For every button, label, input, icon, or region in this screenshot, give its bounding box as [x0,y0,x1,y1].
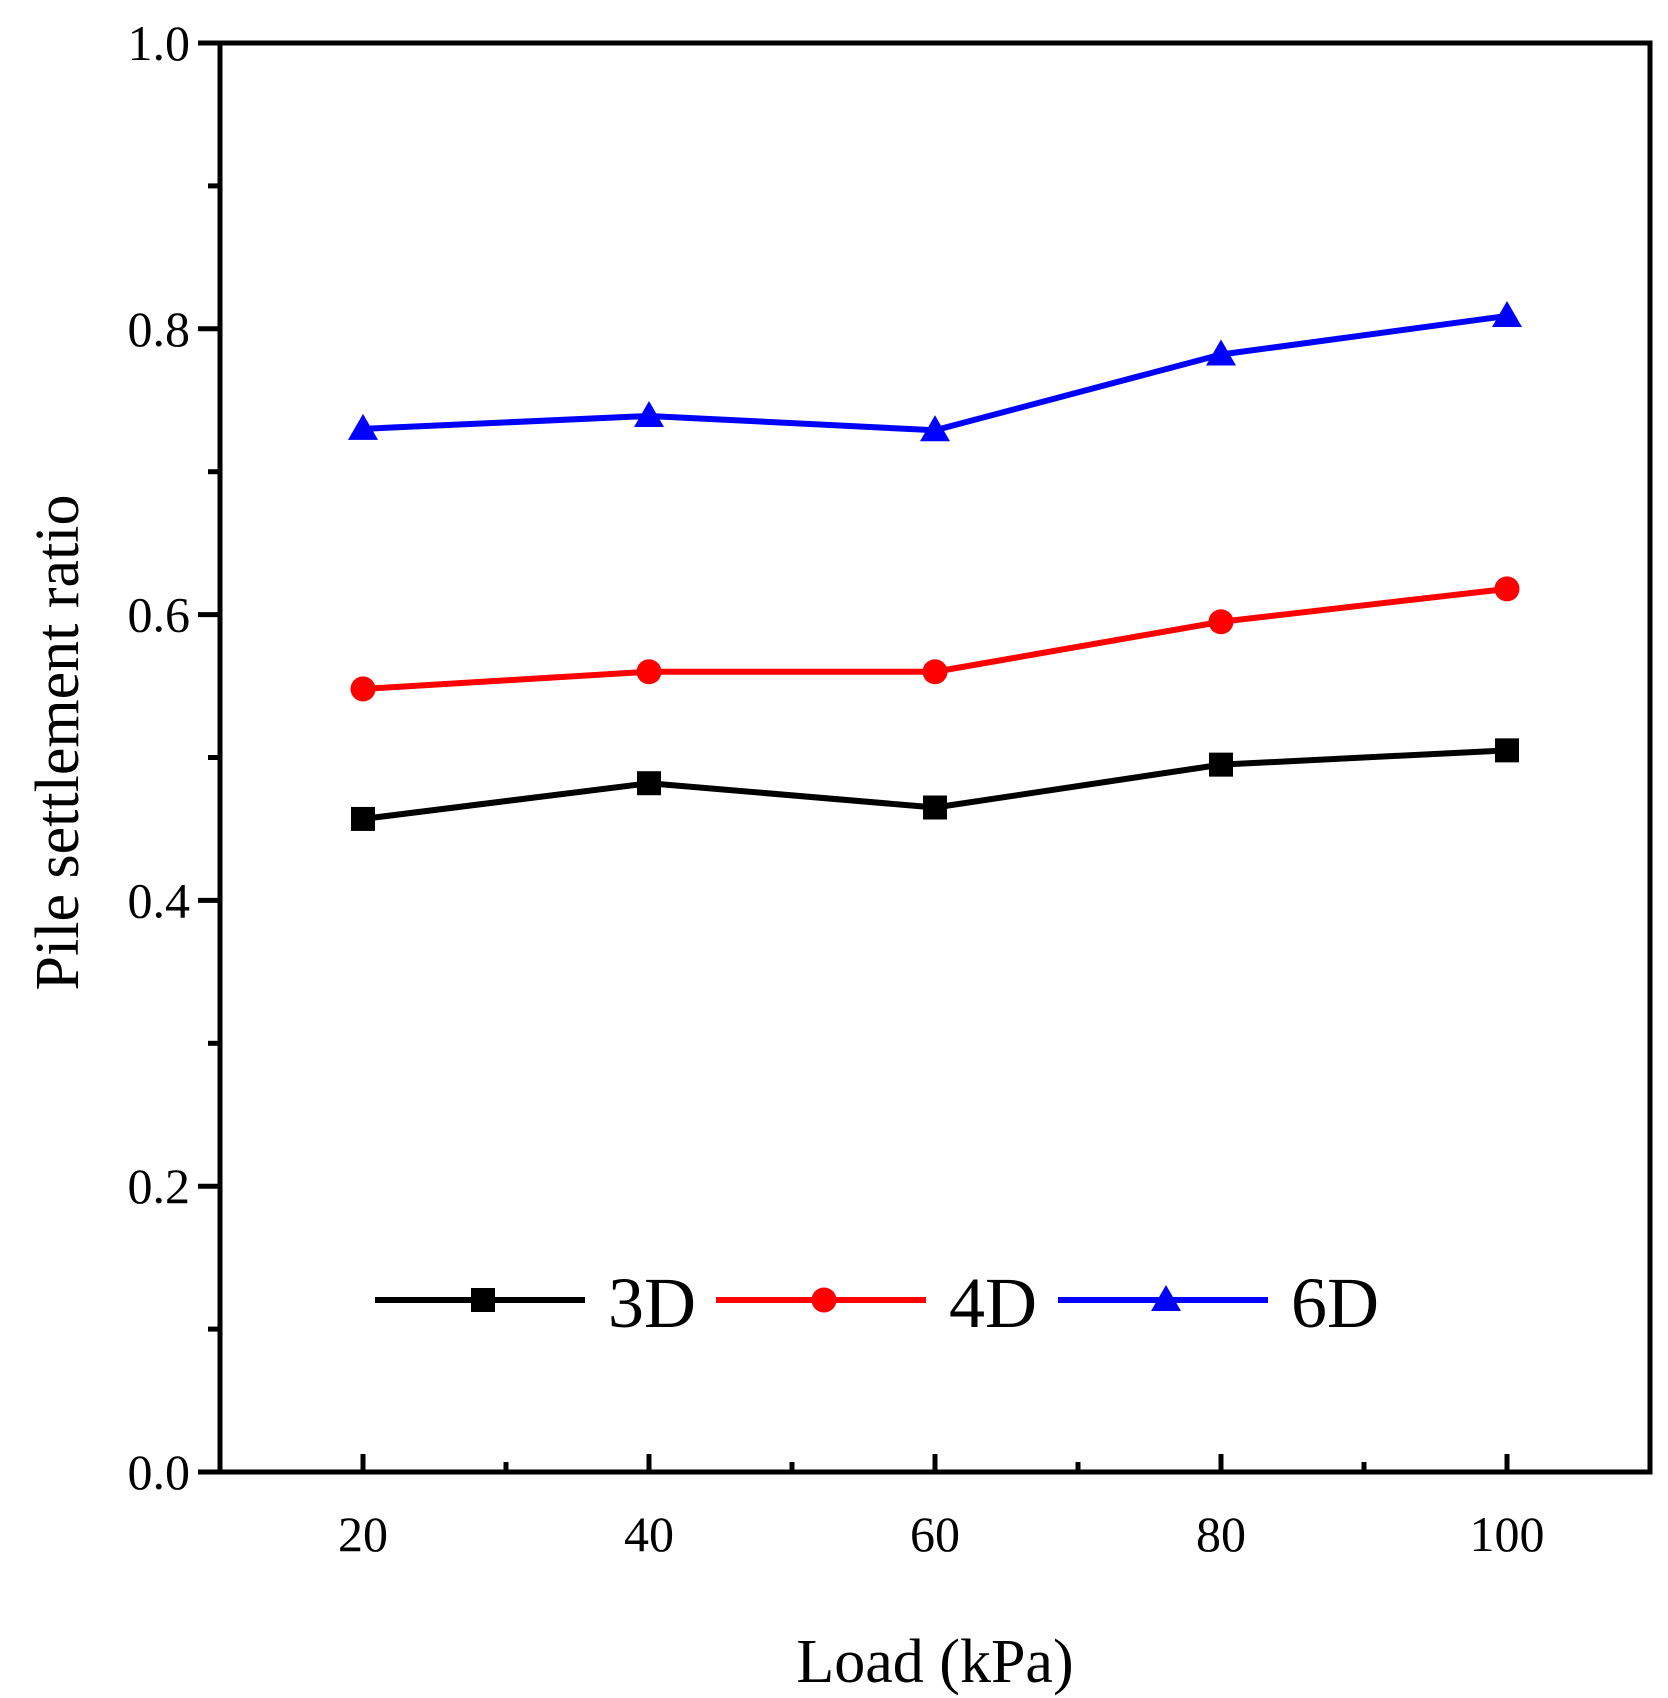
x-axis-ticks: 20 40 60 80 100 [338,1454,1545,1562]
series-layer [348,300,1522,831]
series-6d-point [920,415,950,442]
series-6d-point [348,413,378,440]
series-6d-point [1492,300,1522,327]
series-3d-point [1495,738,1519,763]
series-4d-point [1208,609,1234,635]
series-4d-point [350,676,376,702]
legend-item-6d: 6D [1058,1263,1379,1343]
x-axis-title: Load (kPa) [796,1628,1073,1696]
x-tick-label: 20 [338,1506,388,1562]
y-tick-label: 0.8 [128,301,191,357]
series-6d-point [634,400,664,427]
x-tick-label: 40 [624,1506,674,1562]
series-3d [351,738,1519,831]
plot-frame [217,40,1653,1475]
y-tick-label: 0.0 [128,1444,191,1500]
legend-6d-marker [1151,1285,1181,1311]
series-4d-point [1494,576,1520,602]
legend-item-3d: 3D [375,1263,696,1343]
legend-3d-label: 3D [608,1263,696,1343]
y-tick-label: 1.0 [128,15,191,71]
x-tick-label: 80 [1196,1506,1246,1562]
legend-item-4d: 4D [716,1263,1037,1343]
y-axis-title: Pile settlement ratio [24,495,92,991]
series-4d-point [636,659,662,685]
series-3d-point [923,795,947,820]
x-tick-label: 100 [1470,1506,1545,1562]
series-4d [350,576,1520,702]
series-6d [348,300,1522,442]
y-tick-label: 0.2 [128,1158,191,1214]
series-4d-point [922,659,948,685]
legend: 3D 4D 6D [375,1263,1379,1343]
series-6d-point [1206,339,1236,366]
legend-4d-marker [811,1287,837,1313]
series-3d-point [351,806,375,831]
legend-3d-marker [471,1288,495,1312]
y-tick-label: 0.4 [128,872,191,928]
y-axis-ticks: 0.0 0.2 0.4 0.6 0.8 1.0 [128,15,220,1500]
legend-4d-label: 4D [949,1263,1037,1343]
legend-6d-label: 6D [1291,1263,1379,1343]
x-tick-label: 60 [910,1506,960,1562]
series-3d-point [637,771,661,796]
series-3d-point [1209,752,1233,777]
y-tick-label: 0.6 [128,587,191,643]
